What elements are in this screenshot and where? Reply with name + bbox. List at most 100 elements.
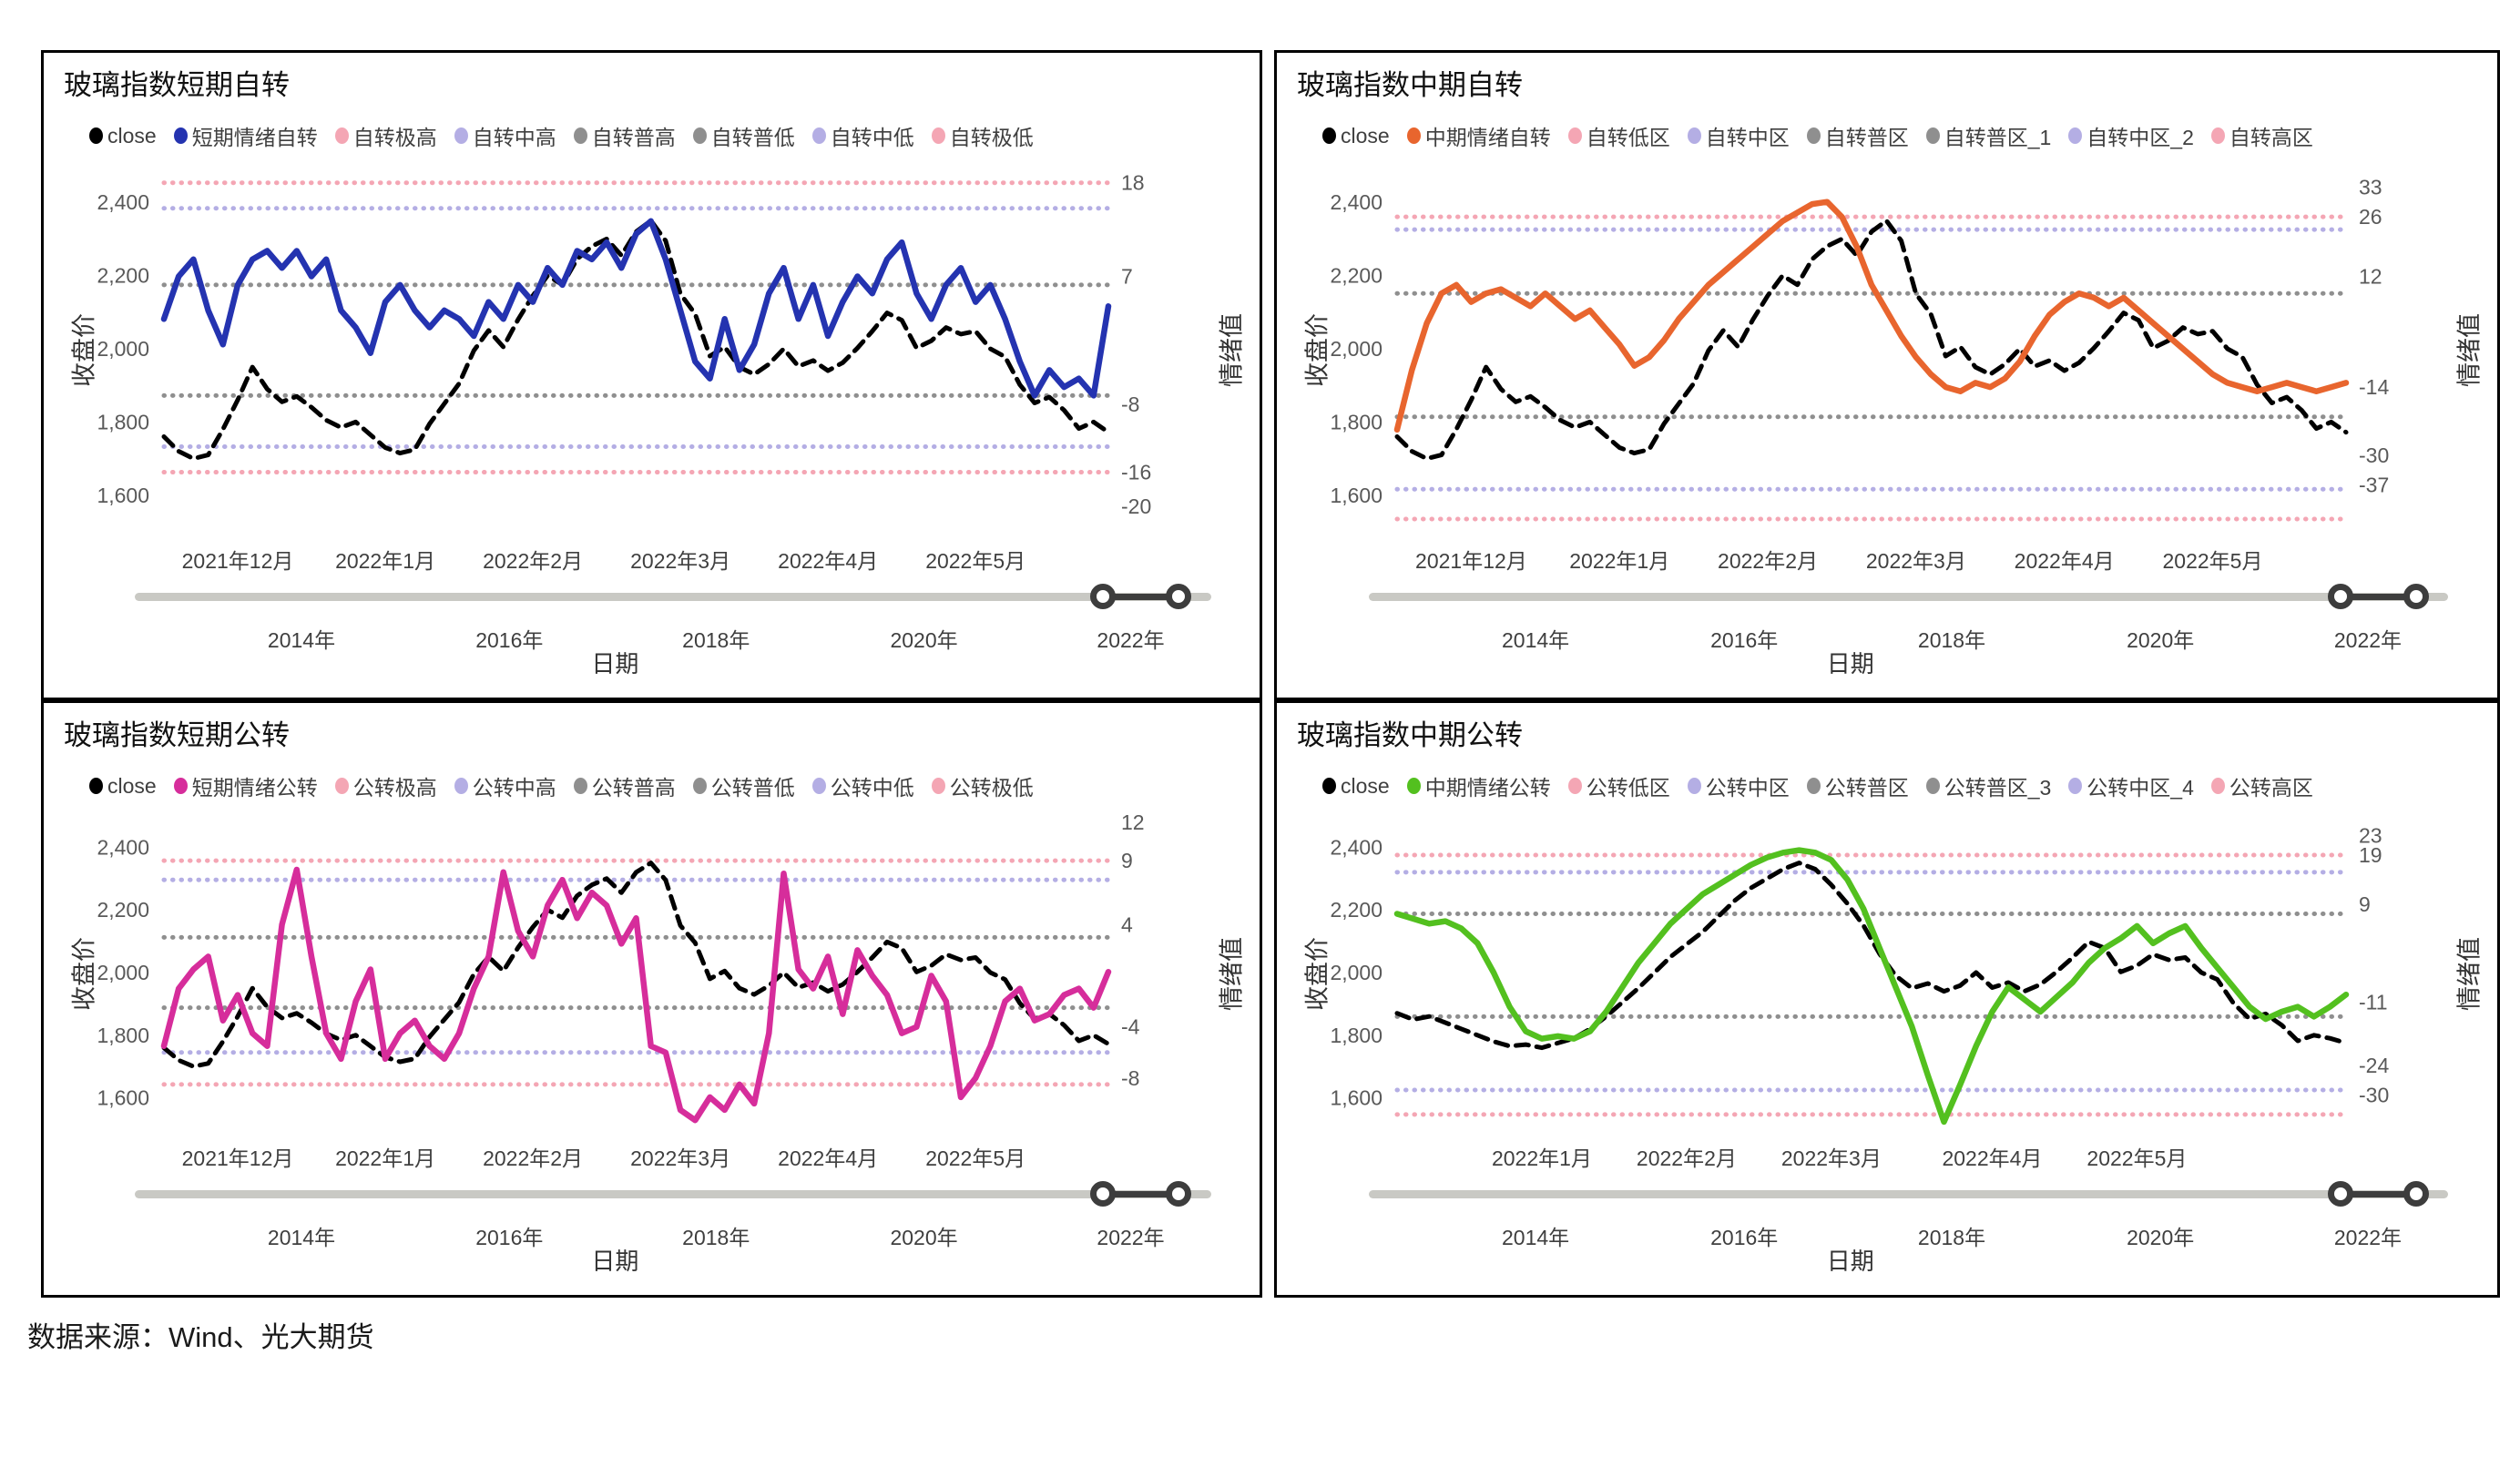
- legend-item[interactable]: close: [1322, 774, 1390, 799]
- legend-item[interactable]: 自转普高: [573, 120, 676, 151]
- legend-marker-icon: [89, 778, 103, 794]
- legend-item[interactable]: close: [1322, 124, 1390, 148]
- slider-selected-range[interactable]: [2340, 1191, 2416, 1197]
- legend-item[interactable]: 自转普区_1: [1925, 120, 2051, 151]
- slider-handle-right[interactable]: [1166, 1181, 1192, 1207]
- date-range-slider[interactable]: [1368, 1180, 2449, 1207]
- right-axis-tick: 4: [1121, 912, 1133, 936]
- legend-label: 公转中区_4: [2086, 776, 2194, 800]
- x-axis-tick: 2022年3月: [1781, 1146, 1882, 1170]
- x-axis-tick: 2022年3月: [630, 549, 730, 573]
- legend-item[interactable]: 公转中区: [1687, 770, 1790, 801]
- legend-item[interactable]: 公转低区: [1567, 770, 1670, 801]
- legend-item[interactable]: 公转普高: [573, 770, 676, 801]
- right-axis-tick: -11: [2359, 990, 2388, 1014]
- right-axis-tick: -37: [2359, 474, 2389, 497]
- legend-marker-icon: [1687, 127, 1701, 144]
- legend-item[interactable]: 短期情绪自转: [173, 120, 318, 151]
- slider-selected-range[interactable]: [1103, 1191, 1179, 1197]
- x-axis-tick: 2022年4月: [2015, 549, 2115, 573]
- legend-label: 自转低区: [1586, 126, 1670, 149]
- slider-handle-right[interactable]: [2403, 1181, 2429, 1207]
- panel-title: 玻璃指数中期自转: [1297, 69, 1523, 101]
- legend-item[interactable]: 自转中低: [811, 120, 914, 151]
- legend-item[interactable]: 公转中低: [811, 770, 914, 801]
- slider-selected-range[interactable]: [2340, 594, 2416, 600]
- left-axis-tick: 2,400: [1330, 835, 1382, 859]
- legend-label: 自转高区: [2229, 126, 2313, 149]
- legend-item[interactable]: 公转极低: [931, 770, 1034, 801]
- legend-item[interactable]: 自转极高: [334, 120, 437, 151]
- legend-item[interactable]: 自转中区: [1687, 120, 1790, 151]
- x-axis-tick: 2022年2月: [1637, 1146, 1737, 1170]
- legend-item[interactable]: close: [89, 774, 157, 799]
- legend-marker-icon: [1567, 778, 1582, 794]
- right-axis-tick: -14: [2359, 375, 2389, 399]
- left-axis-tick: 1,600: [97, 484, 149, 507]
- slider-year-label: 2022年: [2333, 628, 2403, 652]
- legend: close 中期情绪自转 自转低区 自转中区 自转普区 自转普区_1 自转中区_2 自转高区: [1322, 120, 2313, 151]
- legend-marker-icon: [1687, 778, 1701, 794]
- slider-selected-range[interactable]: [1103, 594, 1179, 600]
- slider-track[interactable]: [135, 1190, 1211, 1198]
- close-series-line: [161, 218, 1111, 462]
- legend-marker-icon: [2210, 127, 2225, 144]
- legend-item[interactable]: 自转中高: [454, 120, 556, 151]
- legend-item[interactable]: 短期情绪公转: [173, 770, 318, 801]
- legend-label: 公转中高: [472, 776, 556, 800]
- date-range-slider[interactable]: [1368, 583, 2449, 610]
- legend-item[interactable]: close: [89, 124, 157, 148]
- slider-track[interactable]: [1368, 1190, 2449, 1198]
- legend-item[interactable]: 中期情绪公转: [1406, 770, 1551, 801]
- legend-item[interactable]: 自转普低: [692, 120, 795, 151]
- x-axis-tick: 2022年5月: [925, 1146, 1025, 1170]
- slider-year-label: 2018年: [682, 628, 750, 652]
- date-range-slider[interactable]: [135, 583, 1211, 610]
- slider-handle-left[interactable]: [2327, 1181, 2353, 1207]
- legend-item[interactable]: 自转低区: [1567, 120, 1670, 151]
- legend-label: 自转极高: [352, 126, 437, 149]
- left-axis-tick: 1,600: [1330, 1086, 1382, 1110]
- left-axis-tick: 2,400: [97, 190, 149, 214]
- left-axis-tick: 2,400: [1330, 190, 1382, 214]
- slider-handle-right[interactable]: [2403, 584, 2429, 609]
- legend-label: 公转普低: [710, 776, 795, 800]
- left-axis-tick: 1,800: [1330, 1024, 1382, 1047]
- legend-item[interactable]: 公转中高: [454, 770, 556, 801]
- legend-item[interactable]: 自转高区: [2210, 120, 2313, 151]
- legend-item[interactable]: 自转极低: [931, 120, 1034, 151]
- panel-title: 玻璃指数短期自转: [64, 69, 290, 101]
- legend-label: 公转高区: [2229, 776, 2313, 800]
- slider-track[interactable]: [135, 593, 1211, 601]
- x-axis-tick: 2021年12月: [1415, 549, 1527, 573]
- legend-item[interactable]: 中期情绪自转: [1406, 120, 1551, 151]
- right-axis-tick: -30: [2359, 1083, 2389, 1106]
- slider-year-label: 2020年: [2127, 628, 2195, 652]
- legend-item[interactable]: 公转普区_3: [1925, 770, 2051, 801]
- sentiment-series-line: [160, 218, 1112, 399]
- legend-marker-icon: [2210, 778, 2225, 794]
- legend-item[interactable]: 公转普低: [692, 770, 795, 801]
- legend-item[interactable]: 公转极高: [334, 770, 437, 801]
- slider-handle-right[interactable]: [1166, 584, 1192, 609]
- legend-item[interactable]: 自转普区: [1806, 120, 1909, 151]
- slider-year-label: 2018年: [1917, 628, 1986, 652]
- legend-marker-icon: [173, 127, 188, 144]
- legend-item[interactable]: 公转中区_4: [2068, 770, 2194, 801]
- slider-handle-left[interactable]: [2327, 584, 2353, 609]
- legend-marker-icon: [931, 127, 945, 144]
- slider-handle-left[interactable]: [1090, 1181, 1117, 1207]
- legend-item[interactable]: 公转普区: [1806, 770, 1909, 801]
- left-axis-tick: 2,000: [97, 337, 149, 361]
- legend-marker-icon: [173, 778, 188, 794]
- legend-item[interactable]: 自转中区_2: [2068, 120, 2194, 151]
- slider-track[interactable]: [1368, 593, 2449, 601]
- right-axis-tick: 23: [2359, 824, 2382, 848]
- panel-title: 玻璃指数中期公转: [1297, 719, 1523, 751]
- panel-mid-term-public-rotation: 玻璃指数中期公转 close 中期情绪公转 公转低区 公转中区 公转普区 公转普区_3 公转…: [1274, 700, 2500, 1298]
- legend-label: 短期情绪公转: [191, 776, 318, 800]
- slider-handle-left[interactable]: [1090, 584, 1117, 609]
- legend-item[interactable]: 公转高区: [2210, 770, 2313, 801]
- data-source-note: 数据来源：Wind、光大期货: [27, 1321, 374, 1353]
- date-range-slider[interactable]: [135, 1180, 1211, 1207]
